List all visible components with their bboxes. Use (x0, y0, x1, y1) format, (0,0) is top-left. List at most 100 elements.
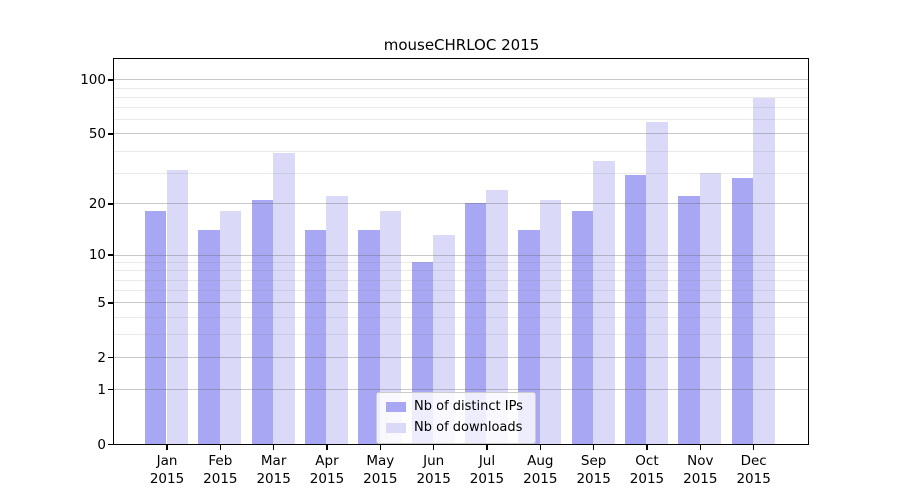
x-tick-month: Jan (156, 452, 178, 469)
x-tick-month: Jul (478, 452, 496, 469)
x-tick-month: May (366, 452, 395, 469)
x-tick-month: Apr (315, 452, 339, 469)
x-tick-year: 2015 (363, 470, 398, 487)
legend-entry-downloads: Nb of downloads (386, 420, 523, 436)
y-tick-mark-2 (108, 356, 114, 359)
bar-distinct-ips-feb (198, 230, 220, 444)
y-tick-label-0: 0 (97, 436, 106, 453)
x-tick-year: 2015 (683, 470, 718, 487)
gridline-major-50 (114, 133, 808, 135)
bar-distinct-ips-aug (518, 230, 540, 444)
gridline-minor-6 (114, 290, 808, 292)
x-tick-month: Sep (580, 452, 607, 469)
bar-downloads-oct (646, 121, 668, 444)
x-tick-month: Aug (527, 452, 554, 469)
x-tick-label-oct: Oct 2015 (619, 452, 675, 488)
bar-distinct-ips-nov (678, 196, 700, 444)
x-tick-year: 2015 (149, 470, 185, 487)
legend-label-downloads: Nb of downloads (414, 420, 523, 435)
bars-layer (114, 59, 808, 444)
x-tick-month: Nov (687, 452, 714, 469)
x-tick-mark-apr (326, 444, 328, 450)
legend-label-distinct-ips: Nb of distinct IPs (414, 399, 523, 414)
plot-area (113, 58, 809, 445)
y-tick-label-1: 1 (97, 381, 106, 398)
gridline-minor-9 (114, 262, 808, 264)
gridline-major-2 (114, 357, 808, 359)
gridline-major-5 (114, 302, 808, 304)
bar-downloads-aug (539, 199, 562, 444)
x-tick-year: 2015 (416, 470, 451, 487)
y-tick-label-2: 2 (97, 349, 106, 366)
y-tick-label-100: 100 (80, 71, 106, 88)
grid-layer (114, 59, 808, 444)
x-tick-mark-oct (646, 444, 648, 450)
x-tick-month: Mar (260, 452, 287, 469)
x-tick-mark-jun (432, 444, 435, 450)
bar-downloads-apr (326, 196, 348, 444)
x-tick-year: 2015 (523, 470, 558, 487)
bar-downloads-feb (219, 211, 242, 444)
legend: Nb of distinct IPs Nb of downloads (376, 392, 536, 444)
x-tick-month: Dec (740, 452, 767, 469)
x-tick-label-jan: Jan 2015 (139, 452, 195, 488)
gridline-major-20 (114, 203, 808, 205)
x-tick-year: 2015 (309, 470, 345, 487)
x-tick-mark-nov (699, 444, 702, 450)
bar-distinct-ips-oct (625, 175, 647, 444)
x-tick-year: 2015 (629, 470, 665, 487)
gridline-minor-8 (114, 270, 808, 272)
bar-distinct-ips-jan (145, 211, 167, 444)
gridline-minor-60 (114, 119, 808, 121)
gridline-minor-80 (114, 96, 808, 98)
bar-distinct-ips-jul (465, 203, 487, 444)
x-tick-year: 2015 (203, 470, 238, 487)
bar-downloads-sep (593, 160, 615, 444)
y-tick-mark-5 (108, 302, 114, 304)
x-tick-label-apr: Apr 2015 (299, 452, 355, 488)
bar-downloads-mar (273, 152, 295, 444)
y-tick-label-50: 50 (88, 125, 106, 142)
x-tick-label-may: May 2015 (352, 452, 408, 488)
x-tick-label-sep: Sep 2015 (566, 452, 622, 488)
x-tick-mark-feb (219, 444, 222, 450)
x-tick-month: Oct (635, 452, 659, 469)
bar-downloads-dec (753, 97, 775, 444)
gridline-minor-7 (114, 279, 808, 281)
legend-swatch-distinct-ips (386, 402, 406, 412)
x-tick-label-aug: Aug 2015 (512, 452, 568, 488)
bar-downloads-jun (433, 235, 455, 444)
x-tick-mark-dec (752, 444, 755, 450)
x-tick-month: Feb (208, 452, 233, 469)
y-tick-mark-50 (108, 133, 114, 135)
bar-distinct-ips-mar (251, 199, 274, 444)
bar-distinct-ips-dec (731, 177, 754, 444)
bar-downloads-jul (486, 189, 508, 444)
y-tick-label-10: 10 (88, 247, 106, 263)
y-tick-mark-20 (108, 203, 114, 205)
x-tick-year: 2015 (469, 470, 505, 487)
bar-downloads-may (379, 211, 402, 444)
bar-distinct-ips-may (358, 230, 380, 444)
y-tick-label-5: 5 (97, 294, 106, 311)
y-tick-mark-100 (108, 79, 114, 81)
x-tick-year: 2015 (736, 470, 771, 487)
bar-distinct-ips-apr (305, 230, 327, 444)
bar-downloads-jan (166, 170, 188, 444)
x-tick-label-jun: Jun 2015 (406, 452, 462, 488)
gridline-minor-70 (114, 107, 808, 109)
x-tick-mark-sep (592, 444, 595, 450)
x-tick-mark-mar (272, 444, 275, 450)
gridline-minor-30 (114, 172, 808, 174)
gridline-minor-3 (114, 334, 808, 336)
gridline-minor-40 (114, 150, 808, 152)
x-tick-label-jul: Jul 2015 (459, 452, 515, 488)
y-tick-mark-0 (108, 443, 114, 446)
x-tick-mark-jan (166, 444, 168, 450)
x-tick-year: 2015 (256, 470, 291, 487)
gridline-major-10 (114, 254, 808, 256)
x-tick-month: Jun (423, 452, 445, 469)
gridline-minor-90 (114, 87, 808, 89)
x-tick-label-nov: Nov 2015 (672, 452, 728, 488)
